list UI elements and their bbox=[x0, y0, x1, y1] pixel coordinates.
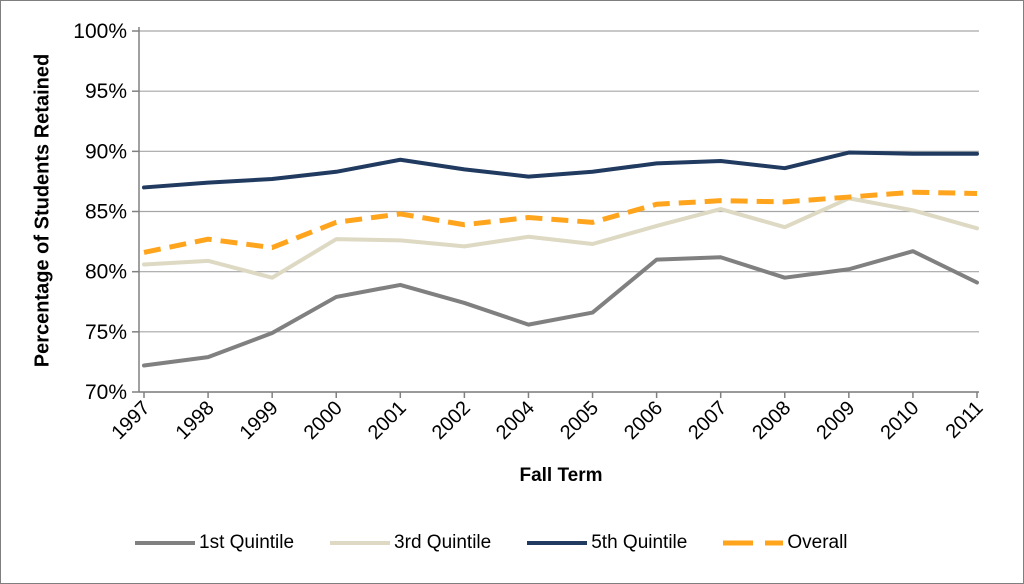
y-tick-label: 100% bbox=[73, 20, 127, 43]
x-tick-label: 2007 bbox=[684, 397, 731, 444]
legend-item-3rd-quintile: 3rd Quintile bbox=[330, 532, 491, 554]
x-tick-label: 2011 bbox=[942, 397, 988, 443]
legend-label: 3rd Quintile bbox=[394, 532, 492, 553]
legend-line-overall bbox=[723, 540, 784, 546]
x-tick-label: 2005 bbox=[556, 397, 603, 444]
x-tick-label: 2004 bbox=[492, 397, 539, 444]
legend-label: 1st Quintile bbox=[199, 532, 295, 553]
legend-item-overall: Overall bbox=[723, 532, 848, 554]
x-tick-label: 1999 bbox=[236, 397, 283, 444]
y-axis-title: Percentage of Students Retained bbox=[31, 53, 54, 368]
y-tick-label: 70% bbox=[85, 381, 127, 404]
x-tick-label: 2002 bbox=[428, 397, 475, 444]
x-tick-label: 2006 bbox=[620, 397, 667, 444]
series-line-5th-quintile bbox=[142, 150, 979, 190]
x-tick-label: 2010 bbox=[876, 397, 923, 444]
legend-label: Overall bbox=[787, 532, 848, 553]
y-tick-label: 95% bbox=[85, 80, 127, 103]
x-tick-label: 2008 bbox=[748, 397, 795, 444]
x-tick-label: 1997 bbox=[108, 397, 155, 444]
chart-legend: 1st Quintile 3rd Quintile 5th Quintile O… bbox=[135, 532, 848, 554]
series-line-1st-quintile bbox=[142, 249, 979, 368]
legend-label: 5th Quintile bbox=[591, 532, 688, 553]
x-tick-label: 2000 bbox=[300, 397, 347, 444]
legend-line-5th-quintile bbox=[527, 541, 588, 545]
series-line-3rd-quintile bbox=[142, 196, 979, 280]
legend-item-5th-quintile: 5th Quintile bbox=[527, 532, 687, 554]
legend-line-1st-quintile bbox=[135, 541, 195, 545]
y-tick-label: 85% bbox=[85, 201, 127, 224]
x-tick-label: 1998 bbox=[172, 397, 219, 444]
y-tick-label: 75% bbox=[85, 321, 127, 344]
x-tick-label: 2009 bbox=[812, 397, 859, 444]
y-tick-label: 90% bbox=[85, 140, 127, 163]
series-line-overall bbox=[143, 189, 978, 255]
legend-line-3rd-quintile bbox=[330, 541, 391, 545]
x-tick-label: 2001 bbox=[364, 397, 411, 444]
y-tick-label: 80% bbox=[85, 261, 127, 284]
x-axis-title: Fall Term bbox=[519, 465, 603, 486]
legend-item-1st-quintile: 1st Quintile bbox=[135, 532, 294, 554]
